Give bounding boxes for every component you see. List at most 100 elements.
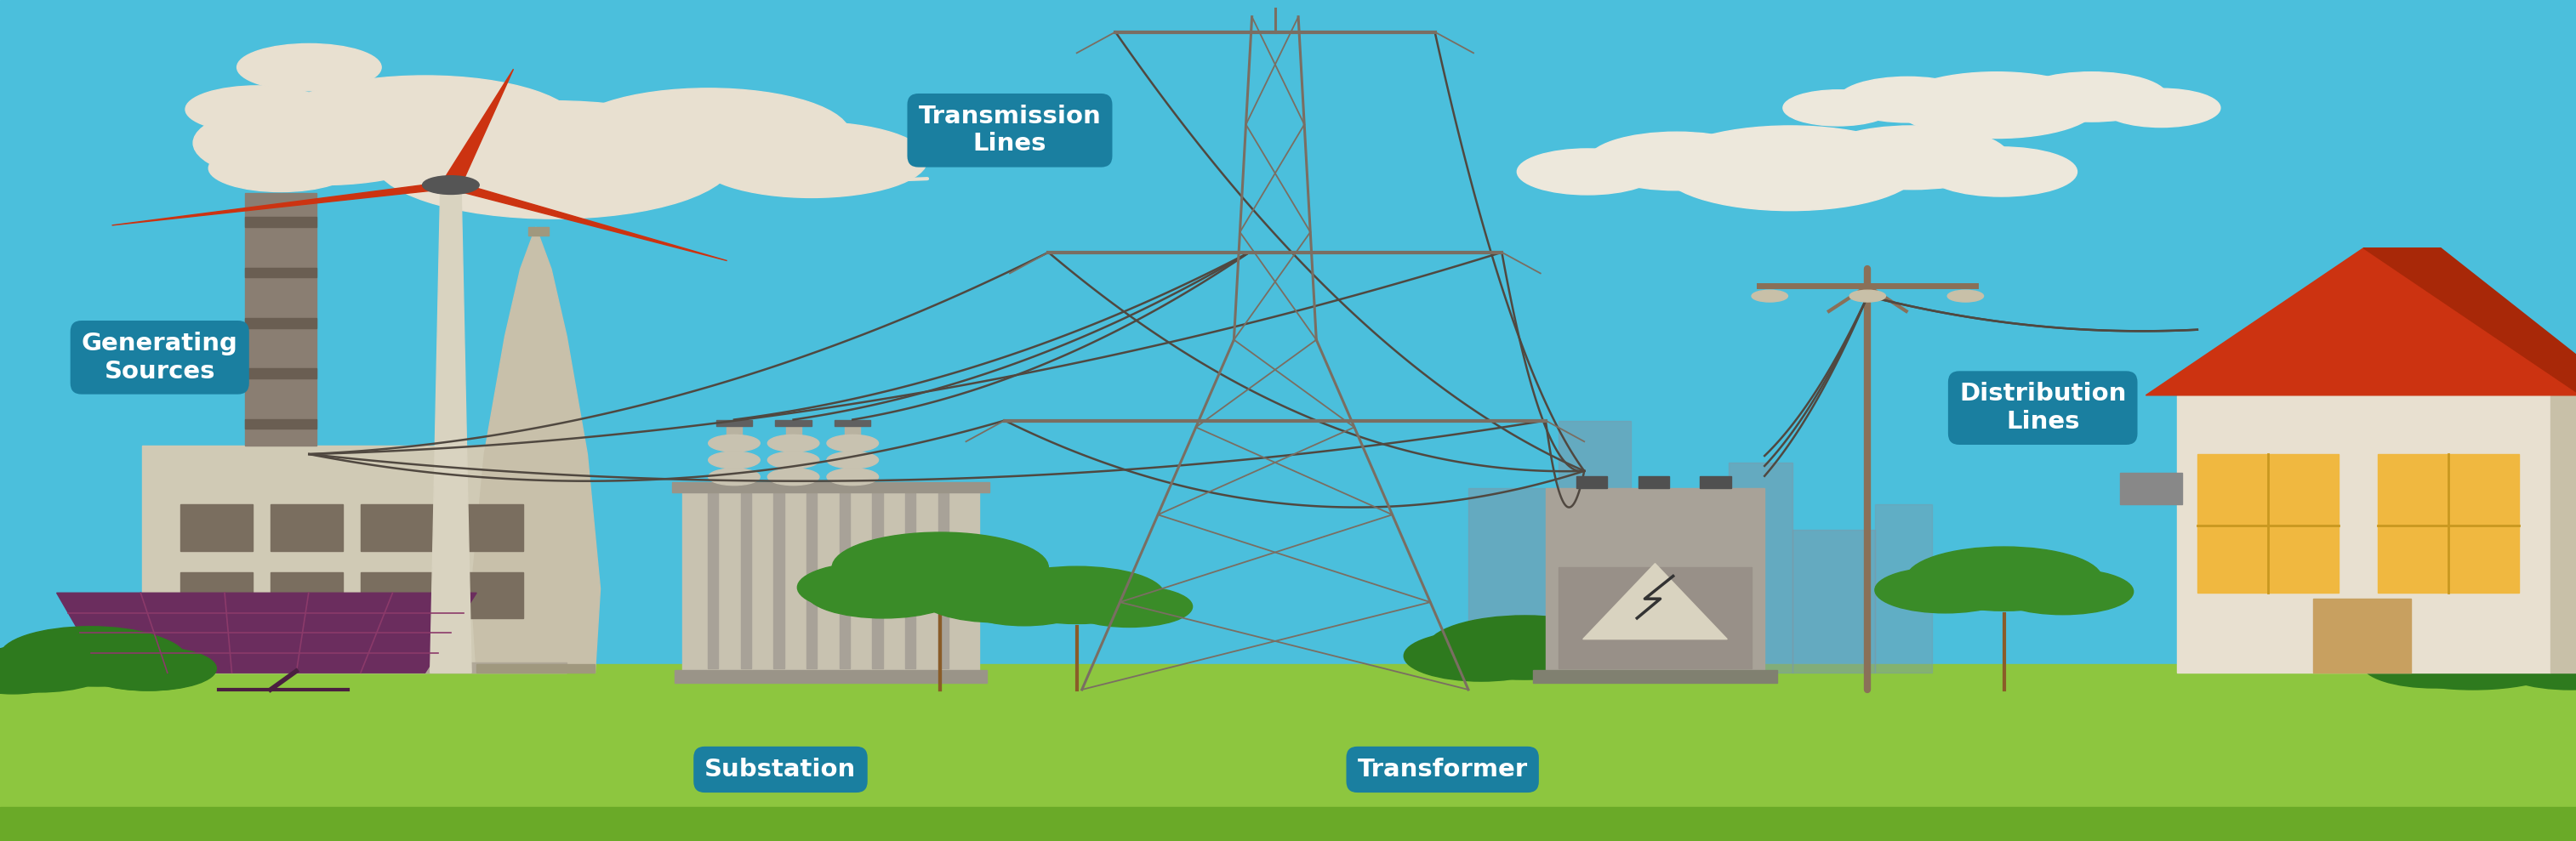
Circle shape [10, 629, 185, 686]
Circle shape [927, 563, 1082, 615]
Ellipse shape [708, 435, 760, 452]
Circle shape [2362, 641, 2506, 688]
Circle shape [193, 101, 451, 185]
Ellipse shape [768, 468, 819, 485]
Bar [835, 420, 871, 426]
Bar [672, 482, 989, 492]
Circle shape [1404, 631, 1558, 681]
Bar [2197, 454, 2339, 593]
Text: Distribution
Lines: Distribution Lines [1960, 382, 2125, 434]
Ellipse shape [827, 468, 878, 485]
Bar [528, 227, 549, 235]
Bar [2197, 454, 2339, 593]
Circle shape [2014, 72, 2166, 122]
Bar [270, 505, 343, 551]
Bar [1577, 476, 1607, 488]
Bar [938, 492, 948, 669]
Bar [873, 492, 884, 669]
Polygon shape [430, 185, 471, 673]
Polygon shape [111, 182, 453, 225]
Circle shape [265, 120, 379, 157]
Circle shape [832, 532, 1048, 603]
Bar [904, 492, 914, 669]
Polygon shape [57, 593, 477, 673]
Bar [1631, 521, 1728, 673]
Circle shape [832, 540, 1048, 611]
Circle shape [799, 562, 953, 613]
Circle shape [2370, 622, 2576, 690]
Ellipse shape [827, 435, 878, 452]
Bar [2313, 599, 2411, 673]
Circle shape [270, 76, 580, 177]
Bar [245, 368, 317, 378]
Polygon shape [1582, 563, 1726, 639]
Bar [840, 492, 850, 669]
Bar [1638, 476, 1669, 488]
Ellipse shape [708, 468, 760, 485]
Circle shape [806, 568, 961, 618]
Circle shape [1875, 567, 2017, 613]
Circle shape [1066, 586, 1193, 627]
Circle shape [209, 145, 353, 192]
Circle shape [0, 662, 54, 692]
Circle shape [1991, 569, 2133, 615]
Bar [2378, 454, 2519, 593]
Bar [2120, 473, 2182, 505]
Ellipse shape [768, 435, 819, 452]
Circle shape [422, 176, 479, 194]
Circle shape [82, 647, 216, 690]
Bar [773, 492, 783, 669]
Bar [361, 505, 433, 551]
Bar [2550, 395, 2576, 673]
Bar [245, 267, 317, 278]
Bar [742, 492, 752, 669]
Circle shape [920, 572, 1074, 622]
Bar [2177, 395, 2550, 673]
Bar [245, 193, 317, 446]
Circle shape [1839, 77, 1978, 122]
Circle shape [185, 86, 330, 133]
Text: Transformer: Transformer [1358, 758, 1528, 781]
Bar [180, 505, 252, 551]
Text: Generating
Sources: Generating Sources [82, 331, 237, 383]
Ellipse shape [708, 452, 760, 468]
Circle shape [1906, 547, 2102, 611]
Circle shape [2427, 616, 2576, 680]
Bar [245, 419, 317, 429]
Bar [786, 423, 801, 482]
Circle shape [1517, 149, 1659, 194]
Bar [361, 572, 433, 618]
Polygon shape [2146, 248, 2576, 395]
Bar [1533, 670, 1777, 683]
Polygon shape [2365, 248, 2576, 395]
Circle shape [1427, 616, 1623, 680]
Circle shape [0, 627, 180, 685]
Bar [716, 420, 752, 426]
Bar [1558, 567, 1752, 669]
Circle shape [989, 567, 1164, 624]
Bar [726, 423, 742, 482]
Polygon shape [443, 182, 726, 261]
Bar [451, 572, 523, 618]
Bar [180, 572, 252, 618]
Bar [142, 663, 567, 673]
Circle shape [1896, 72, 2097, 138]
Circle shape [0, 645, 111, 692]
Circle shape [0, 660, 64, 694]
Bar [142, 446, 567, 673]
Circle shape [2494, 639, 2576, 690]
Circle shape [1947, 290, 1984, 302]
Circle shape [237, 44, 381, 91]
Circle shape [696, 122, 927, 198]
Bar [477, 664, 595, 673]
Circle shape [1850, 290, 1886, 302]
Polygon shape [471, 227, 600, 673]
Circle shape [1814, 126, 2009, 189]
Circle shape [374, 101, 734, 219]
Bar [0, 807, 2576, 841]
Text: Transmission
Lines: Transmission Lines [920, 104, 1100, 156]
Polygon shape [440, 69, 513, 186]
Bar [1546, 488, 1765, 673]
Bar [845, 423, 860, 482]
Circle shape [2102, 88, 2221, 127]
